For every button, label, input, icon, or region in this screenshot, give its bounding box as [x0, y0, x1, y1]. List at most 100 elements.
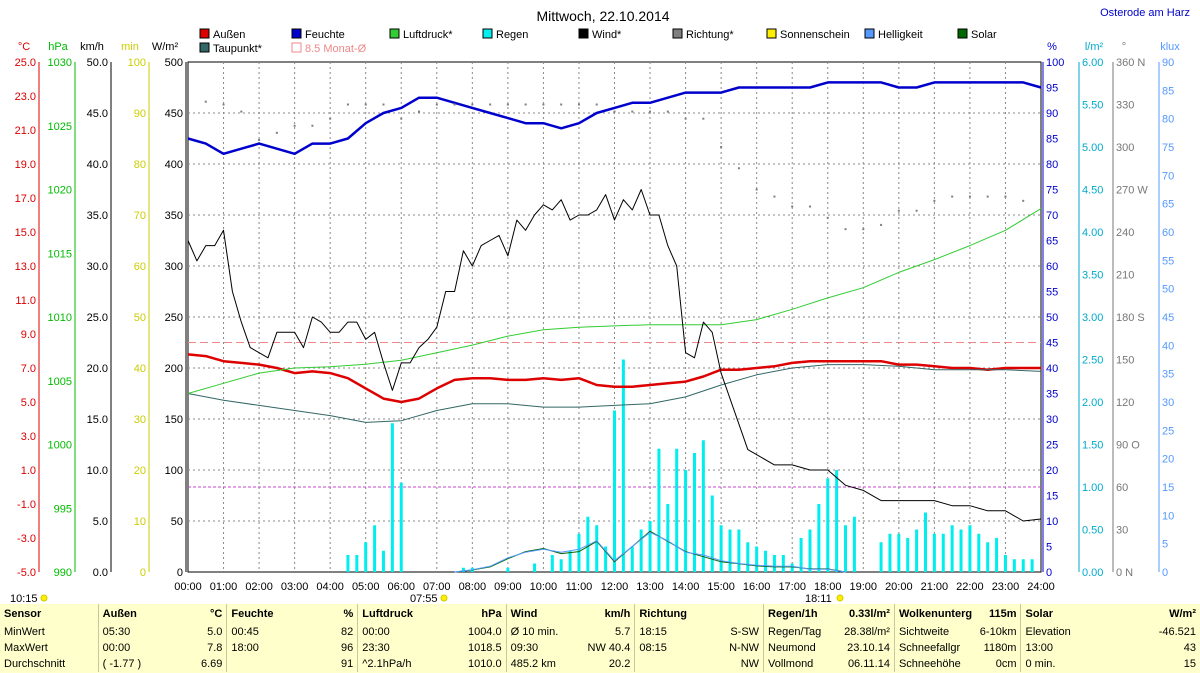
legend-swatch: [957, 28, 968, 39]
rain-bar: [888, 533, 892, 572]
axis-tick-label: 15.0: [87, 414, 108, 426]
direction-point: [862, 228, 865, 231]
axis-tick-label: 1000: [48, 440, 72, 452]
stats-cell: Neumond: [763, 640, 829, 656]
axis-tick-label: 1005: [48, 376, 72, 388]
stats-cell: Solar: [1020, 604, 1098, 624]
rain-bar: [941, 533, 945, 572]
stats-row: MinWert 05:30 5.0 00:45 82 00:00 1004.0 Ø 10 mi…: [0, 624, 1200, 640]
stats-cell: MinWert: [4, 626, 45, 638]
rain-bar: [799, 538, 803, 572]
direction-point: [435, 103, 438, 106]
direction-point: [1040, 205, 1042, 208]
axis-tick-label: 60: [134, 261, 146, 273]
direction-point: [346, 103, 349, 106]
axis-tick-label: 90: [134, 108, 146, 120]
series-line-feuchte: [187, 81, 1042, 156]
rain-bar: [666, 504, 670, 572]
stats-cell: 00:00: [97, 640, 166, 656]
stats-cell: 5.7: [615, 626, 631, 638]
x-tick-label: 09:00: [494, 581, 522, 593]
rain-bar: [906, 538, 910, 572]
x-tick-label: 17:00: [778, 581, 806, 593]
axis-tick-label: 0 N: [1116, 567, 1133, 579]
axis-tick-label: 25: [1046, 440, 1058, 452]
rain-bar: [772, 555, 776, 572]
direction-point: [631, 110, 634, 113]
axis-tick-label: 50: [1162, 284, 1174, 296]
direction-point: [1022, 199, 1025, 202]
rain-bar: [852, 516, 856, 572]
direction-point: [1004, 195, 1007, 198]
x-tick-label: 03:00: [281, 581, 309, 593]
rain-bar: [639, 529, 643, 572]
axis-tick-label: 60: [1116, 482, 1128, 494]
axis-tick-label: 95: [1046, 83, 1058, 95]
rain-bar: [1003, 555, 1007, 572]
axis-tick-label: 5: [1046, 542, 1052, 554]
axis-tick-label: 2.50: [1082, 355, 1103, 367]
stats-cell: Feuchte: [226, 604, 297, 624]
rain-bar: [604, 546, 608, 572]
stats-cell: 00:00: [357, 624, 432, 640]
axis-tick-label: 60: [1162, 227, 1174, 239]
axis-tick-label: 80: [134, 159, 146, 171]
sun-icon: [40, 594, 48, 602]
stats-cell: 6-10km: [979, 626, 1017, 638]
rain-bar: [1030, 559, 1034, 572]
axis-tick-label: -1.0: [17, 499, 36, 511]
axis-tick-label: 70: [1162, 170, 1174, 182]
weather-chart: 25.0 23.0 21.0 19.0 17.0 15.0 13.0 11.0 9.0 7.0 5.…: [10, 7, 1190, 604]
legend-swatch: [291, 42, 302, 53]
stats-cell: W/m²: [1169, 608, 1196, 620]
rain-bar: [346, 555, 350, 572]
direction-point: [471, 103, 474, 106]
stats-cell: NW 40.4: [587, 642, 631, 654]
axis-tick-label: 450: [165, 108, 183, 120]
stats-row: Durchschnitt ( -1.77 ) 6.69 91 ^2.1hPa/h 1010…: [0, 656, 1200, 672]
rain-bar: [923, 512, 927, 572]
axis-tick-label: 995: [54, 503, 72, 515]
rain-bar: [577, 533, 581, 572]
axis-tick-label: 55: [1162, 255, 1174, 267]
rain-bar: [550, 555, 554, 572]
rain-bar: [790, 563, 794, 572]
direction-point: [951, 195, 954, 198]
x-tick-label: 02:00: [245, 581, 273, 593]
axis-tick-label: 5.0: [93, 516, 108, 528]
axis-tick-label: 35.0: [87, 210, 108, 222]
direction-point: [222, 103, 225, 106]
axis-tick-label: 80: [1046, 159, 1058, 171]
axis-tick-label: 25.0: [87, 312, 108, 324]
rain-bar: [657, 448, 661, 572]
axis-unit-label: °: [1122, 41, 1126, 53]
axis-tick-label: 0.0: [93, 567, 108, 579]
legend-swatch: [199, 28, 210, 39]
legend-label: Solar: [971, 29, 997, 41]
direction-point: [915, 209, 918, 212]
rain-bar: [399, 482, 403, 572]
legend-swatch: [766, 28, 777, 39]
axis-tick-label: 60: [1046, 261, 1058, 273]
axis-tick-label: 15: [1046, 491, 1058, 503]
direction-point: [649, 110, 652, 113]
stats-cell: %: [343, 608, 354, 620]
axis-tick-label: 35: [1162, 369, 1174, 381]
sunrise-icon: [440, 594, 448, 602]
stats-cell: MaxWert: [4, 642, 48, 654]
stats-cell: 13:00: [1020, 640, 1098, 656]
direction-point: [897, 209, 900, 212]
direction-point: [933, 199, 936, 202]
rain-bar: [995, 538, 999, 572]
stats-cell: NW: [740, 658, 760, 670]
rain-bar: [915, 529, 919, 572]
direction-point: [275, 131, 278, 134]
direction-point: [258, 138, 261, 141]
stats-cell: Regen/1h: [763, 604, 829, 624]
series-line-helligkeit: [454, 531, 846, 573]
legend-swatch: [389, 28, 400, 39]
stats-cell: 15: [1183, 658, 1196, 670]
statistics-panel: Sensor Außen °C Feuchte% Luftdruck hPa Wind km/…: [0, 604, 1200, 673]
axis-tick-label: 7.0: [21, 363, 36, 375]
direction-point: [364, 103, 367, 106]
